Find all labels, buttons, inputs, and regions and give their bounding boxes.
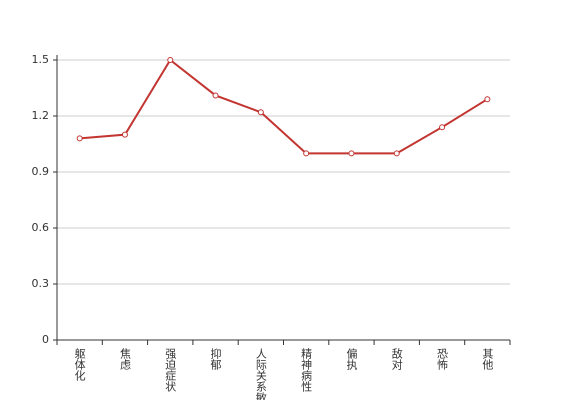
line [79,58,488,155]
x-tick-label: 其他 [481,348,494,370]
x-tick-label: 躯体化 [73,348,86,382]
point [303,150,310,157]
point [393,150,400,157]
x-tick-label: 敌对 [390,347,403,370]
point [212,92,219,99]
point [76,135,83,142]
point [167,57,174,63]
x-tick-label: 偏执 [345,347,358,371]
x-tick-label: 强迫症状 [164,348,177,392]
x-tick-label: 恐怖 [436,348,449,370]
y-tick-label: 0 [42,333,49,346]
point [439,124,446,131]
y-tick-label: 1.5 [32,53,50,66]
y-tick-label: 0.6 [32,221,50,234]
x-tick-label: 抑郁 [209,347,222,370]
y-tick-label: 1.2 [32,109,50,122]
x-tick-label: 精神病性 [300,348,313,393]
x-tick-label: 焦虑 [118,348,131,370]
point [348,150,355,157]
point [121,131,128,138]
point [484,96,491,103]
x-tick-label: 人际关系敏感 [254,348,267,400]
point [257,109,264,116]
y-tick-label: 0.9 [32,165,50,178]
y-tick-label: 0.3 [32,277,50,290]
